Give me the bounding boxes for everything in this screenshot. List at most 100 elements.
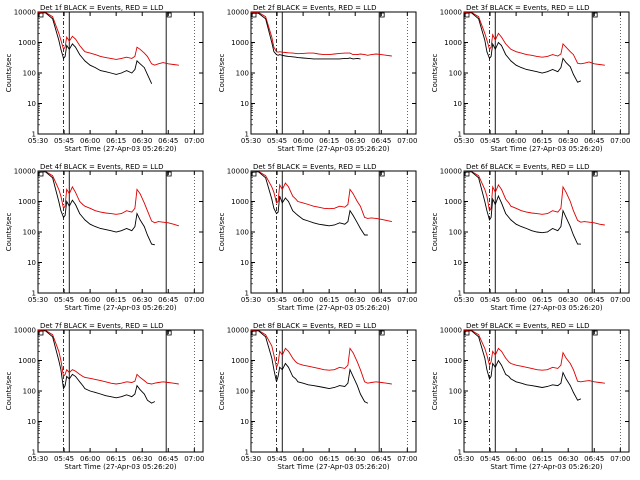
lld-series-line-point [105, 381, 106, 383]
y-tick-label: 10000 [440, 168, 462, 176]
panel-7: Det 7f BLACK = Events, RED = LLD 1 10 100 10… [5, 322, 204, 471]
y-tick-label: 1000 [231, 198, 249, 206]
lld-series-line-point [95, 210, 96, 211]
lld-series-line [251, 171, 392, 223]
lld-series-line-point [536, 213, 538, 214]
lld-series-line-point [323, 54, 325, 55]
events-series-line-point [498, 360, 499, 361]
events-series-line-point [302, 219, 304, 220]
events-series-line-point [471, 330, 472, 332]
events-series-line-point [318, 223, 320, 225]
lld-series-line-point [69, 40, 70, 42]
lld-series-line-point [328, 54, 330, 55]
x-axis-label: Start Time (27-Apr-03 05:26:20) [64, 145, 176, 153]
x-tick-label: 06:15 [532, 455, 552, 463]
lld-series-line-point [375, 218, 377, 219]
x-tick-label: 06:45 [584, 137, 604, 145]
y-axis-label: Counts/sec [5, 54, 13, 93]
events-series-line-point [492, 43, 494, 45]
events-series-line-point [297, 57, 299, 58]
events-series-line-point [282, 202, 283, 204]
lld-series-line-point [69, 193, 70, 194]
lld-series-line-point [328, 208, 330, 209]
events-series-line-point [250, 172, 252, 173]
lld-series-line-point [484, 33, 486, 34]
lld-series-line-point [64, 205, 66, 207]
lld-series-line-point [562, 186, 564, 188]
events-series-line-point [66, 376, 67, 377]
lld-series-line-point [478, 334, 479, 336]
lld-series-line-point [521, 210, 522, 211]
events-series-line-point [288, 201, 289, 202]
y-tick-label: 10000 [227, 327, 249, 335]
events-series-line-point [531, 230, 532, 231]
x-tick-label: 06:00 [293, 296, 313, 304]
lld-series-line-point [526, 54, 527, 55]
events-series-line-point [279, 195, 281, 197]
events-series-line-point [37, 172, 39, 173]
events-series-line-point [64, 56, 66, 57]
y-tick-label: 10 [240, 100, 249, 108]
events-series-line-point [258, 171, 259, 172]
lld-series-line-point [110, 382, 112, 384]
events-series-line-point [82, 385, 84, 386]
lld-series-line-point [360, 369, 361, 371]
lld-series-line-point [288, 351, 289, 352]
events-series-line-point [66, 201, 67, 202]
x-tick-label: 05:30 [241, 296, 261, 304]
lld-series-line-point [302, 53, 304, 54]
events-series-line-point [144, 393, 145, 395]
lld-series-line-point [357, 201, 358, 202]
events-series-line-point [100, 228, 101, 229]
x-tick-label: 05:30 [241, 455, 261, 463]
lld-series-line-point [498, 33, 499, 34]
events-series-line-point [515, 381, 517, 383]
lld-series-line-point [144, 202, 145, 204]
x-tick-label: 07:00 [397, 137, 417, 145]
events-series-line-point [492, 363, 494, 364]
lld-series-line-point [580, 221, 581, 223]
events-series-line-point [82, 58, 84, 59]
corner-marker [592, 12, 598, 18]
events-series-line-point [308, 220, 309, 222]
events-series-line-point [505, 54, 507, 55]
lld-series-line [464, 330, 605, 384]
events-series-line-point [505, 374, 507, 375]
lld-series-line-point [282, 189, 283, 190]
events-series-line-point [463, 13, 465, 14]
events-series-line-point [313, 222, 314, 224]
lld-series-line-point [84, 205, 86, 207]
lld-series-line-point [279, 51, 281, 52]
plot-frame [250, 11, 417, 135]
events-series-line-point [89, 390, 91, 392]
events-series-line-point [115, 74, 117, 75]
events-series-line-point [565, 62, 567, 63]
events-series-line-point [565, 378, 567, 380]
events-series-line-point [526, 69, 527, 70]
events-series-line-point [526, 228, 527, 229]
lld-series-line-point [131, 382, 133, 383]
events-series-line-point [147, 399, 148, 401]
events-series-line-point [486, 51, 488, 52]
events-series-line-point [279, 54, 281, 55]
lld-series-line-point [250, 330, 252, 332]
events-series-line-point [134, 69, 136, 70]
lld-series-line-point [510, 363, 512, 364]
corner-marker [379, 330, 385, 336]
plot-frame [250, 170, 417, 294]
events-series-line-point [285, 363, 286, 364]
plot-frame [37, 329, 204, 453]
y-tick-label: 10 [453, 418, 462, 426]
plot-frame [250, 329, 417, 453]
events-series-line [464, 330, 581, 401]
events-series-line-point [360, 58, 361, 60]
events-series-line [251, 171, 368, 236]
lld-series-line-point [295, 53, 297, 54]
x-tick-label: 07:00 [184, 296, 204, 304]
y-tick-label: 10 [27, 418, 36, 426]
lld-series-line-point [357, 361, 358, 363]
y-tick-label: 1000 [231, 39, 249, 47]
events-series-line-point [547, 71, 548, 72]
events-series-line-point [495, 204, 496, 205]
panel-title: Det 2f BLACK = Events, RED = LLD [253, 4, 376, 12]
